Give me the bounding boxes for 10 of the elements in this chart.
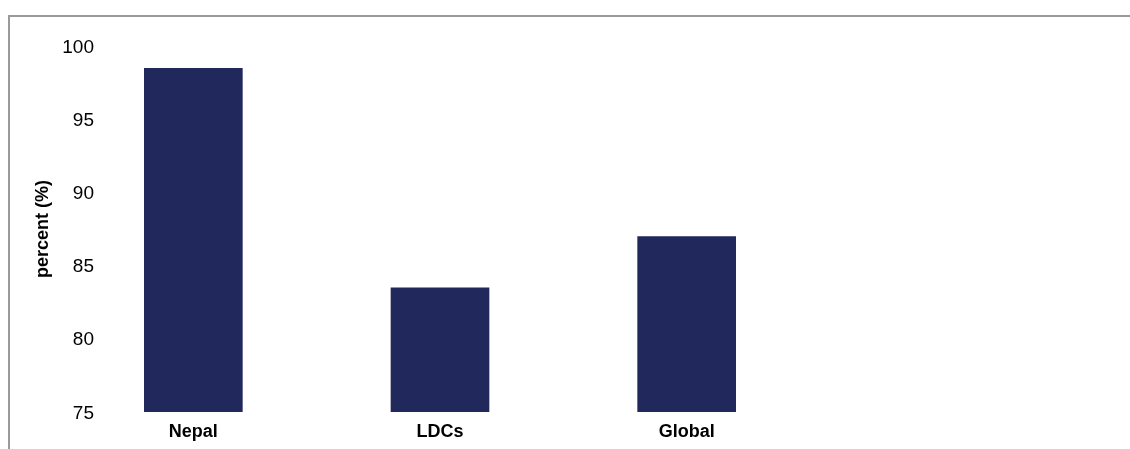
x-tick-label: LDCs [416,421,464,441]
y-tick-label: 75 [72,401,94,423]
y-tick-label: 90 [72,181,94,203]
y-tick-label: 95 [72,108,94,130]
y-tick-label: 80 [72,328,94,350]
x-tick-label: Global [658,421,715,441]
y-tick-label: 100 [62,35,94,57]
y-tick-label: 85 [72,255,94,277]
y-axis-title: percent (%) [32,179,53,279]
x-tick-label: Nepal [168,421,218,441]
